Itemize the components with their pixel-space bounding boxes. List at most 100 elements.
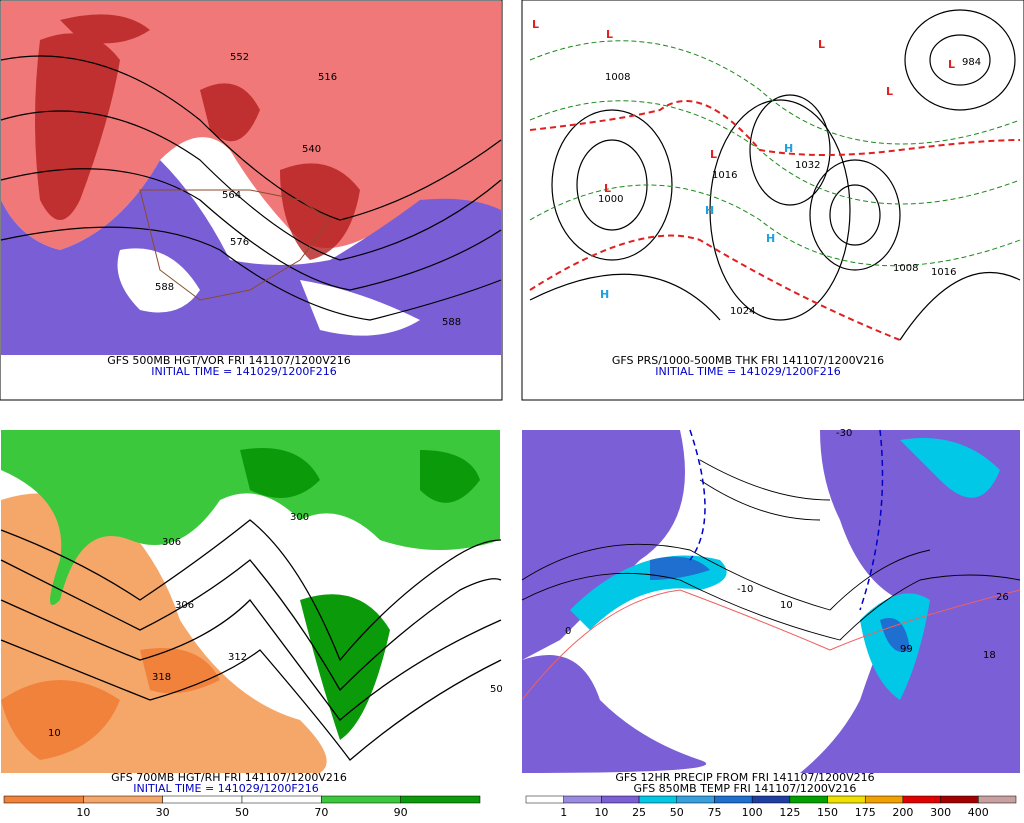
panel-precip: 0 10 26 18 99 -10 -30 GFS 12HR PRECIP FR…: [521, 428, 1024, 819]
coastline: [139, 189, 331, 301]
colorbar-swatch: [714, 795, 753, 804]
panel-surface: L L L L L L L H H H H 1008 1016 1032 984…: [521, 0, 1024, 401]
caption: GFS 500MB HGT/VOR FRI 141107/1200V216: [107, 354, 351, 367]
colorbar-label: 25: [632, 806, 646, 819]
caption: GFS 12HR PRECIP FROM FRI 141107/1200V216: [615, 771, 874, 784]
map-gap: [117, 248, 420, 336]
low-marker: L: [532, 18, 539, 31]
map-label: 984: [962, 57, 981, 68]
colorbar-swatch: [83, 795, 163, 804]
map-label: 26: [996, 592, 1009, 603]
zero-line: [521, 589, 1021, 701]
colorbar-swatch: [751, 795, 791, 804]
map-label: 99: [900, 644, 913, 655]
precip-heavy: [650, 556, 910, 652]
freezing-line: [689, 429, 884, 611]
map-label: 306: [175, 600, 194, 611]
caption: GFS PRS/1000-500MB THK FRI 141107/1200V2…: [612, 354, 884, 367]
high-marker: H: [600, 288, 609, 301]
map-label: 0: [565, 626, 571, 637]
temp-contours: [521, 459, 1021, 641]
colorbar-label: 1: [560, 806, 567, 819]
very-dry: [1, 648, 220, 760]
colorbar-swatch: [241, 795, 322, 804]
map-label: 1024: [730, 306, 755, 317]
colorbar-label: 50: [670, 806, 684, 819]
very-moist: [240, 448, 480, 740]
colorbar-label: 100: [742, 806, 763, 819]
height-contours: [0, 55, 502, 321]
map-label: 300: [290, 512, 309, 523]
precip-light: [522, 430, 707, 773]
caption: INITIAL TIME = 141029/1200F216: [655, 365, 840, 378]
colorbar-swatch: [601, 795, 640, 804]
colorbar-swatch: [940, 795, 979, 804]
high-marker: H: [766, 232, 775, 245]
high-marker: H: [784, 142, 793, 155]
colorbar-swatch: [789, 795, 828, 804]
map-label: 318: [152, 672, 171, 683]
colorbar-label: 10: [76, 806, 90, 819]
map-label: 540: [302, 144, 321, 155]
colorbar-swatch: [3, 795, 84, 804]
map-label: 552: [230, 52, 249, 63]
height-contours: [0, 519, 502, 761]
colorbar-label: 50: [235, 806, 249, 819]
map-label: 588: [155, 282, 174, 293]
map-label: 564: [222, 190, 241, 201]
map-label: 306: [162, 537, 181, 548]
colorbar-label: 125: [779, 806, 800, 819]
colorbar-label: 90: [394, 806, 408, 819]
low-marker: L: [710, 148, 717, 161]
map-label: 1008: [605, 72, 630, 83]
map-label: 10: [780, 600, 793, 611]
colorbar-label: 200: [892, 806, 913, 819]
colorbar-swatch: [827, 795, 866, 804]
colorbar-swatch: [676, 795, 715, 804]
caption: GFS 850MB TEMP FRI 141107/1200V216: [634, 782, 857, 795]
colorbar-swatch: [638, 795, 678, 804]
colorbar-label: 300: [930, 806, 951, 819]
vorticity-max: [35, 14, 360, 260]
colorbar-label: 400: [968, 806, 989, 819]
colorbar: 10 30 50 70 90: [3, 795, 481, 819]
low-marker: L: [948, 58, 955, 71]
map-label: 1008: [893, 263, 918, 274]
caption: INITIAL TIME = 141029/1200F216: [151, 365, 336, 378]
colorbar-label: 75: [707, 806, 721, 819]
colorbar-swatch: [400, 795, 481, 804]
high-marker: H: [705, 204, 714, 217]
colorbar-label: 70: [314, 806, 328, 819]
thickness-540: [529, 100, 1021, 341]
panel-700mb: 318 312 306 300 10 50 306 GFS 700MB HGT/…: [0, 430, 503, 819]
caption: GFS 700MB HGT/RH FRI 141107/1200V216: [111, 771, 347, 784]
colorbar-swatch: [978, 795, 1017, 804]
caption: INITIAL TIME = 141029/1200F216: [133, 782, 318, 795]
low-marker: L: [886, 85, 893, 98]
map-label: 576: [230, 237, 249, 248]
colorbar-label: 10: [594, 806, 608, 819]
map-label: 1016: [931, 267, 956, 278]
colorbar-swatch: [902, 795, 941, 804]
colorbar-label: 30: [156, 806, 170, 819]
map-label: 312: [228, 652, 247, 663]
colorbar-label: 150: [817, 806, 838, 819]
colorbar-label: 175: [855, 806, 876, 819]
colorbar-swatch: [321, 795, 401, 804]
isobars: [529, 9, 1021, 341]
moist: [1, 430, 500, 605]
colorbar: 1 10 25 50 75 100 125 150 175 200 300 400: [525, 795, 1017, 819]
colorbar-swatch: [563, 795, 602, 804]
colorbar-swatch: [162, 795, 243, 804]
map-label: -30: [836, 428, 852, 439]
map-label: 10: [48, 728, 61, 739]
map-label: 516: [318, 72, 337, 83]
low-marker: L: [606, 28, 613, 41]
map-label: 588: [442, 317, 461, 328]
low-marker: L: [818, 38, 825, 51]
low-marker: L: [604, 182, 611, 195]
map-label: 50: [490, 684, 503, 695]
panel-500mb: 588 576 564 540 516 552 588 GFS 500MB HG…: [0, 0, 503, 401]
map-label: 18: [983, 650, 996, 661]
